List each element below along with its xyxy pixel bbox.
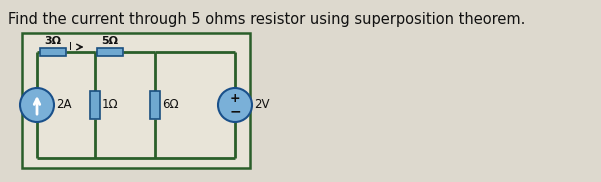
Bar — [90, 91, 100, 119]
Circle shape — [218, 88, 252, 122]
Bar — [40, 48, 66, 56]
Text: I: I — [70, 42, 73, 52]
Text: 1Ω: 1Ω — [102, 98, 118, 112]
Text: +: + — [230, 92, 240, 106]
Text: 2A: 2A — [56, 98, 72, 112]
Text: 6Ω: 6Ω — [162, 98, 178, 112]
Text: 5Ω: 5Ω — [102, 36, 118, 46]
Bar — [22, 33, 250, 168]
Bar — [150, 91, 160, 119]
Text: 2V: 2V — [254, 98, 269, 112]
Bar — [97, 48, 123, 56]
Circle shape — [20, 88, 54, 122]
Text: Find the current through 5 ohms resistor using superposition theorem.: Find the current through 5 ohms resistor… — [8, 12, 525, 27]
Text: −: − — [229, 104, 241, 118]
Text: 3Ω: 3Ω — [44, 36, 61, 46]
